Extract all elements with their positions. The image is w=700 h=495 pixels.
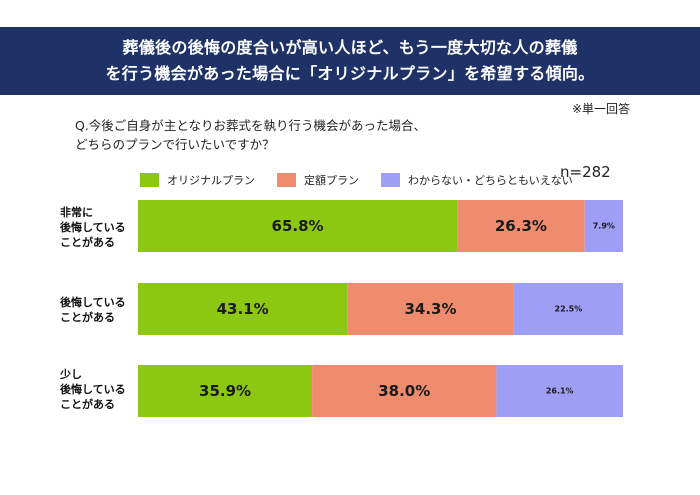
- bar-original-row-1: [138, 200, 458, 252]
- row-label-2: 後悔している ことがある: [60, 295, 126, 325]
- row-label-3: 少し 後悔している ことがある: [60, 367, 126, 412]
- survey-question: Q.今後ご自身が主となりお葬式を執り行う機会があった場合、 どちらのプランで行い…: [75, 116, 426, 154]
- legend-swatch-unknown: [381, 173, 400, 187]
- row-label-2-line-2: ことがある: [60, 311, 115, 324]
- single-answer-note: ※単一回答: [571, 102, 630, 116]
- row-label-1-line-1: 非常に: [60, 206, 93, 219]
- data-label-fixed-row-2: 34.3%: [404, 300, 456, 318]
- bar-unknown-row-2: [513, 283, 623, 335]
- question-line-2: どちらのプランで行いたいですか？: [75, 137, 275, 152]
- row-label-3-line-2: 後悔している: [60, 383, 126, 396]
- bar-fixed-row-3: [312, 365, 497, 417]
- data-label-fixed-row-1: 26.3%: [495, 217, 547, 235]
- legend-swatch-fixed: [277, 173, 296, 187]
- sample-size: n=282: [560, 163, 611, 181]
- legend-swatch-original: [140, 173, 159, 187]
- data-label-original-row-2: 43.1%: [217, 300, 269, 318]
- row-label-3-line-1: 少し: [60, 368, 82, 381]
- row-label-3-line-3: ことがある: [60, 398, 115, 411]
- data-label-unknown-row-3: 26.1%: [546, 387, 574, 396]
- data-label-original-row-3: 35.9%: [199, 382, 251, 400]
- row-label-2-line-1: 後悔している: [60, 296, 126, 309]
- headline-line-1: 葬儀後の後悔の度合いが高い人ほど、もう一度大切な人の葬儀: [122, 38, 578, 57]
- bar-original-row-3: [138, 365, 313, 417]
- question-line-1: Q.今後ご自身が主となりお葬式を執り行う機会があった場合、: [75, 118, 426, 133]
- legend-label-original: オリジナルプラン: [167, 174, 255, 187]
- bar-unknown-row-3: [496, 365, 623, 417]
- bar-fixed-row-2: [347, 283, 514, 335]
- legend-item-unknown: わからない・どちらともいえない: [381, 172, 573, 188]
- data-label-original-row-1: 65.8%: [272, 217, 324, 235]
- data-label-unknown-row-1: 7.9%: [593, 222, 615, 231]
- row-label-1: 非常に 後悔している ことがある: [60, 205, 126, 250]
- data-label-unknown-row-2: 22.5%: [555, 305, 583, 314]
- bar-original-row-2: [138, 283, 348, 335]
- legend-item-fixed: 定額プラン: [277, 172, 359, 188]
- legend-item-original: オリジナルプラン: [140, 172, 255, 188]
- data-label-fixed-row-3: 38.0%: [378, 382, 430, 400]
- chart-legend: オリジナルプラン 定額プラン わからない・どちらともいえない: [140, 172, 595, 188]
- row-label-1-line-2: 後悔している: [60, 221, 126, 234]
- bar-unknown-row-1: [584, 200, 623, 252]
- legend-label-fixed: 定額プラン: [304, 174, 359, 187]
- row-label-1-line-3: ことがある: [60, 236, 115, 249]
- bar-fixed-row-1: [457, 200, 585, 252]
- headline-banner: 葬儀後の後悔の度合いが高い人ほど、もう一度大切な人の葬儀 を行う機会があった場合…: [0, 27, 700, 95]
- headline-line-2: を行う機会があった場合に「オリジナルプラン」を希望する傾向。: [105, 64, 595, 83]
- legend-label-unknown: わからない・どちらともいえない: [408, 174, 573, 187]
